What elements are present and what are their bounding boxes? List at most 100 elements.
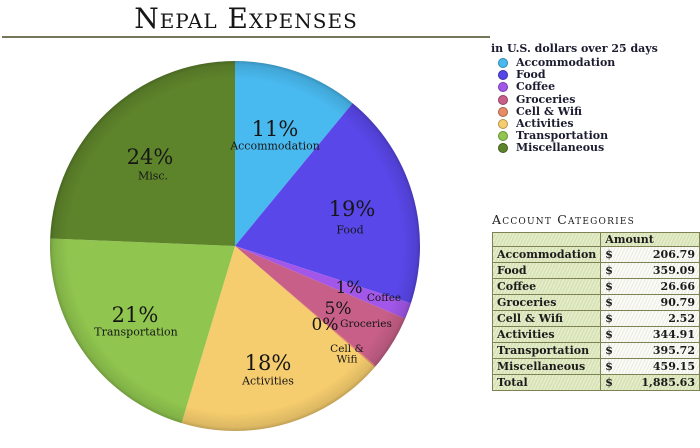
- legend-item-label: Transportation: [516, 129, 609, 143]
- currency-symbol: $: [605, 360, 613, 373]
- currency-symbol: $: [605, 344, 613, 357]
- coffee-swatch-icon: [498, 82, 508, 93]
- table-cell-category-groceries[interactable]: Groceries: [491, 294, 602, 311]
- amount-value: 395.72: [652, 344, 695, 357]
- table-cell-category-miscellaneous[interactable]: Miscellaneous: [491, 358, 602, 375]
- currency-symbol: $: [605, 312, 613, 325]
- currency-symbol: $: [605, 296, 613, 309]
- pie-percent-label-cell-wifi: 0%: [312, 315, 339, 335]
- currency-symbol: $: [605, 328, 613, 341]
- currency-symbol: $: [605, 248, 613, 261]
- table-cell-amount-cell-wifi[interactable]: $2.52: [600, 310, 700, 327]
- table-row: Accommodation $206.79: [491, 246, 700, 263]
- table-cell-amount-miscellaneous[interactable]: $459.15: [600, 358, 700, 375]
- legend-item-label: Activities: [516, 117, 574, 131]
- title-divider: [2, 36, 490, 38]
- currency-symbol: $: [605, 376, 613, 389]
- table-cell-category-food[interactable]: Food: [491, 262, 602, 279]
- table-cell-amount-activities[interactable]: $344.91: [600, 326, 700, 343]
- table-row: Activities $344.91: [491, 326, 700, 343]
- legend-item-cell-wifi[interactable]: Cell & Wifi: [488, 104, 698, 118]
- table-cell-amount-transportation[interactable]: $395.72: [600, 342, 700, 359]
- table-cell-category-transportation[interactable]: Transportation: [491, 342, 602, 359]
- table-row: Groceries $90.79: [491, 294, 700, 311]
- table-row-total: Total $1,885.63: [491, 374, 700, 391]
- account-table: Amount Accommodation $206.79 Food $359.09 Co…: [491, 232, 700, 391]
- table-cell-category-cell-wifi[interactable]: Cell & Wifi: [491, 310, 602, 327]
- currency-symbol: $: [605, 264, 613, 277]
- activities-swatch-icon: [498, 119, 508, 130]
- legend-item-transportation[interactable]: Transportation: [488, 130, 698, 142]
- amount-value: 2.52: [668, 312, 695, 325]
- legend-item-miscellaneous[interactable]: Miscellaneous: [488, 142, 698, 154]
- amount-value: 359.09: [652, 264, 695, 277]
- table-cell-amount-groceries[interactable]: $90.79: [600, 294, 700, 311]
- food-swatch-icon: [498, 70, 508, 81]
- pie-percent-label-activities: 18%: [245, 351, 292, 375]
- pie-slice-label-cell-wifi: Cell &: [330, 343, 364, 355]
- account-categories-panel: Account Categories Amount Accommodation $…: [491, 212, 700, 391]
- account-table-head: Amount: [491, 232, 700, 247]
- amount-value: 1,885.63: [641, 376, 695, 389]
- pie-slice-label-cell-wifi: Wifi: [337, 354, 358, 366]
- table-cell-amount-accommodation[interactable]: $206.79: [600, 246, 700, 263]
- pie-slice-label-groceries: Groceries: [340, 318, 392, 330]
- table-row: Transportation $395.72: [491, 342, 700, 359]
- legend-title: in U.S. dollars over 25 days: [491, 42, 658, 55]
- miscellaneous-swatch-icon: [498, 143, 508, 154]
- legend-item-accommodation[interactable]: Accommodation: [488, 57, 698, 69]
- table-cell-category-total[interactable]: Total: [491, 374, 602, 391]
- amount-value: 90.79: [660, 296, 695, 309]
- legend-item-label: Coffee: [516, 80, 556, 94]
- page-title: Nepal Expenses: [134, 2, 358, 35]
- pie-slice-label-transportation: Transportation: [94, 326, 177, 339]
- legend-item-label: Food: [516, 68, 546, 82]
- pie-slice-label-miscellaneous: Misc.: [138, 170, 168, 183]
- table-row: Food $359.09: [491, 262, 700, 279]
- pie-slice-label-food: Food: [336, 224, 363, 237]
- pie-chart: 11%Accommodation 19% Food 1% Coffee 5%Groceri…: [49, 61, 420, 431]
- legend-item-activities[interactable]: Activities: [488, 118, 698, 130]
- amount-value: 206.79: [652, 248, 695, 261]
- table-cell-amount-coffee[interactable]: $26.66: [600, 278, 700, 295]
- pie-percent-label-coffee: 1%: [336, 278, 363, 298]
- pie-slice-label-accommodation: Accommodation: [229, 140, 320, 153]
- currency-symbol: $: [605, 280, 613, 293]
- pie-percent-label-transportation: 21%: [112, 303, 159, 327]
- table-cell-amount-total[interactable]: $1,885.63: [600, 374, 700, 391]
- legend-item-label: Miscellaneous: [516, 141, 605, 155]
- chart-legend: in U.S. dollars over 25 days Accommodati…: [488, 42, 698, 155]
- table-row: Miscellaneous $459.15: [491, 358, 700, 375]
- pie-percent-label-groceries: 5%: [325, 299, 352, 319]
- table-row: Cell & Wifi $2.52: [491, 310, 700, 327]
- table-header-amount[interactable]: Amount: [600, 232, 700, 247]
- table-header-row: Amount: [491, 232, 700, 247]
- chart-title-block: Nepal Expenses: [2, 2, 490, 38]
- pie-percent-label-accommodation: 11%: [252, 117, 299, 141]
- table-cell-category-activities[interactable]: Activities: [491, 326, 602, 343]
- pie-percent-label-food: 19%: [329, 197, 376, 221]
- amount-value: 344.91: [652, 328, 695, 341]
- table-corner-cell[interactable]: [491, 232, 602, 247]
- groceries-swatch-icon: [498, 94, 508, 105]
- legend-item-label: Cell & Wifi: [516, 104, 583, 118]
- legend-item-groceries[interactable]: Groceries: [488, 92, 698, 106]
- legend-item-coffee[interactable]: Coffee: [488, 81, 698, 93]
- accommodation-swatch-icon: [498, 58, 508, 69]
- legend-item-label: Groceries: [516, 92, 576, 106]
- table-cell-amount-food[interactable]: $359.09: [600, 262, 700, 279]
- legend-item-food[interactable]: Food: [488, 69, 698, 81]
- transportation-swatch-icon: [498, 131, 508, 142]
- cell-wifi-swatch-icon: [498, 106, 508, 117]
- table-title: Account Categories: [492, 212, 635, 227]
- account-table-body: Accommodation $206.79 Food $359.09 Coffee $26…: [491, 246, 700, 391]
- legend-item-label: Accommodation: [516, 56, 616, 70]
- pie-percent-label-miscellaneous: 24%: [127, 145, 174, 169]
- amount-value: 26.66: [660, 280, 695, 293]
- table-cell-category-accommodation[interactable]: Accommodation: [491, 246, 602, 263]
- amount-value: 459.15: [652, 360, 695, 373]
- pie-slice-label-coffee: Coffee: [367, 292, 401, 304]
- legend-list: Accommodation Food Coffee Groceries Cell & W…: [488, 57, 698, 155]
- table-cell-category-coffee[interactable]: Coffee: [491, 278, 602, 295]
